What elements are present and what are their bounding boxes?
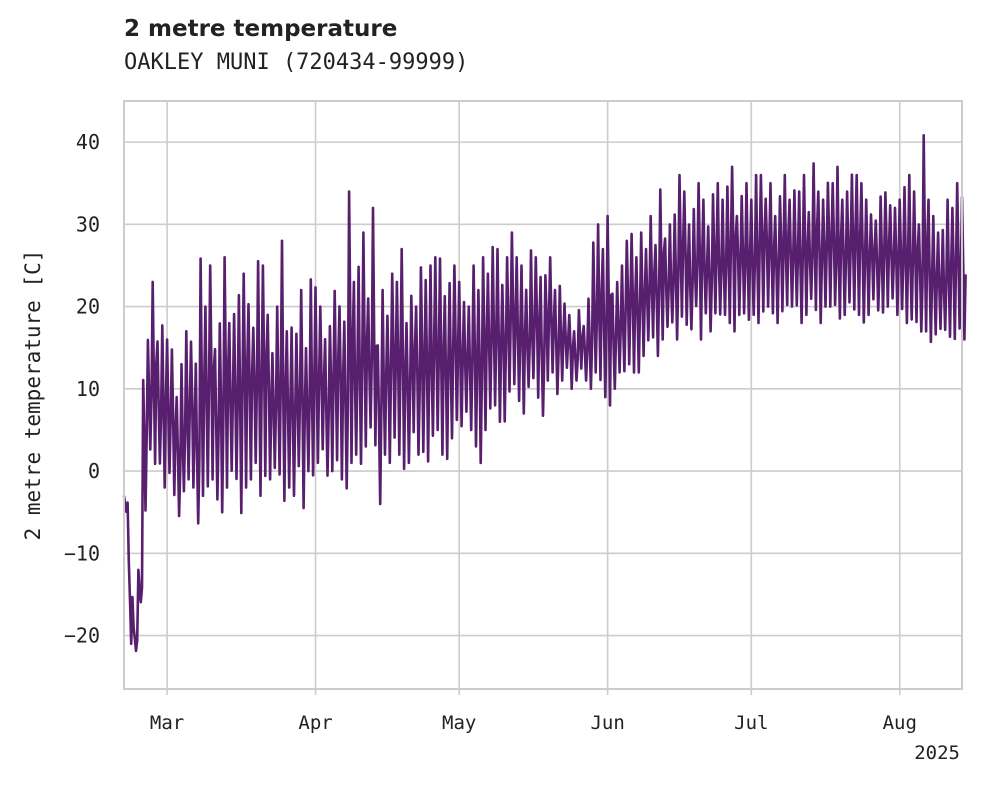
x-tick-label: Apr bbox=[298, 712, 332, 734]
y-axis-label: 2 metre temperature [C] bbox=[21, 250, 45, 541]
x-tick-label: Aug bbox=[883, 712, 917, 734]
year-label: 2025 bbox=[914, 742, 960, 764]
plot-frame bbox=[123, 100, 963, 690]
y-tick-label: 20 bbox=[76, 295, 100, 319]
y-tick-labels: −20 −10 0 10 20 30 40 bbox=[64, 130, 100, 647]
x-tick-label: May bbox=[442, 712, 476, 734]
x-tick-label: Jun bbox=[590, 712, 624, 734]
y-tick-label: −20 bbox=[64, 624, 100, 648]
series-layer bbox=[122, 134, 967, 653]
x-tick-label: Jul bbox=[734, 712, 768, 734]
x-tick-labels: Mar Apr May Jun Jul Aug bbox=[150, 712, 917, 734]
y-tick-label: −10 bbox=[64, 541, 100, 565]
y-tick-label: 0 bbox=[88, 459, 100, 483]
y-tick-label: 10 bbox=[76, 377, 100, 401]
chart-title: 2 metre temperature bbox=[124, 16, 398, 42]
chart-subtitle: OAKLEY MUNI (720434-99999) bbox=[124, 50, 469, 75]
x-tick-label: Mar bbox=[150, 712, 184, 734]
temperature-series-line bbox=[122, 134, 967, 653]
y-tick-label: 40 bbox=[76, 130, 100, 154]
y-tick-label: 30 bbox=[76, 212, 100, 236]
